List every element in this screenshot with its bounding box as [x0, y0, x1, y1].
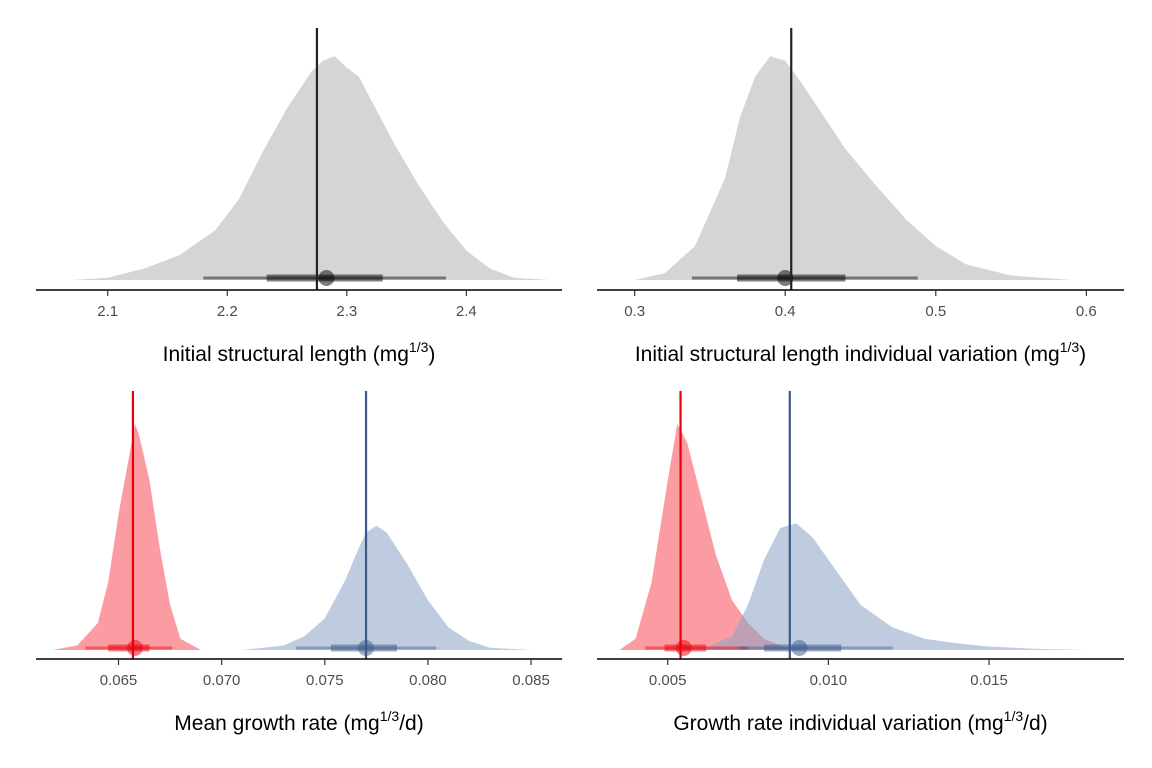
x-tick-label-3-1: 0.065	[100, 672, 138, 689]
point-estimate-2-1	[777, 270, 794, 286]
x-tick-label-2-3: 0.5	[925, 303, 946, 320]
x-axis-title-4: Growth rate individual variation (mg1/3/…	[673, 708, 1047, 735]
density-area-1-1	[71, 56, 551, 280]
point-estimate-1-1	[318, 270, 335, 286]
x-tick-label-1-3: 2.3	[336, 303, 357, 320]
x-tick-label-3-4: 0.080	[409, 672, 447, 689]
x-tick-label-1-2: 2.2	[217, 303, 238, 320]
panel-4: 0.005 0.010 0.015 Growth rate individual va…	[597, 391, 1124, 735]
panel-2: 0.3 0.4 0.5 0.6 Initial structural length in…	[597, 28, 1124, 366]
point-estimate-4-2	[791, 640, 808, 656]
x-tick-label-2-1: 0.3	[624, 303, 645, 320]
x-axis-title-3: Mean growth rate (mg1/3/d)	[174, 708, 423, 735]
density-area-2-1	[634, 56, 1072, 280]
x-tick-label-4-3: 0.015	[970, 672, 1008, 689]
panel-1: 2.1 2.2 2.3 2.4 Initial structural length (m…	[36, 28, 562, 366]
x-tick-label-3-2: 0.070	[203, 672, 241, 689]
x-tick-label-4-2: 0.010	[810, 672, 848, 689]
x-tick-label-3-5: 0.085	[512, 672, 550, 689]
x-tick-label-4-1: 0.005	[649, 672, 687, 689]
x-tick-label-1-4: 2.4	[456, 303, 477, 320]
x-tick-label-3-3: 0.075	[306, 672, 344, 689]
density-area-3-1	[52, 424, 201, 650]
x-axis-title-1: Initial structural length (mg1/3)	[163, 339, 436, 366]
panel-3: 0.065 0.070 0.075 0.080 0.085 Mean growth rat…	[36, 391, 562, 735]
density-area-4-1	[619, 424, 797, 650]
x-tick-label-2-2: 0.4	[775, 303, 796, 320]
point-estimate-4-1	[675, 640, 692, 656]
point-estimate-3-1	[127, 640, 144, 656]
density-area-4-2	[699, 523, 1086, 650]
density-area-3-2	[242, 525, 532, 650]
x-tick-label-1-1: 2.1	[97, 303, 118, 320]
x-axis-title-2: Initial structural length individual var…	[635, 339, 1086, 366]
x-tick-label-2-4: 0.6	[1076, 303, 1097, 320]
